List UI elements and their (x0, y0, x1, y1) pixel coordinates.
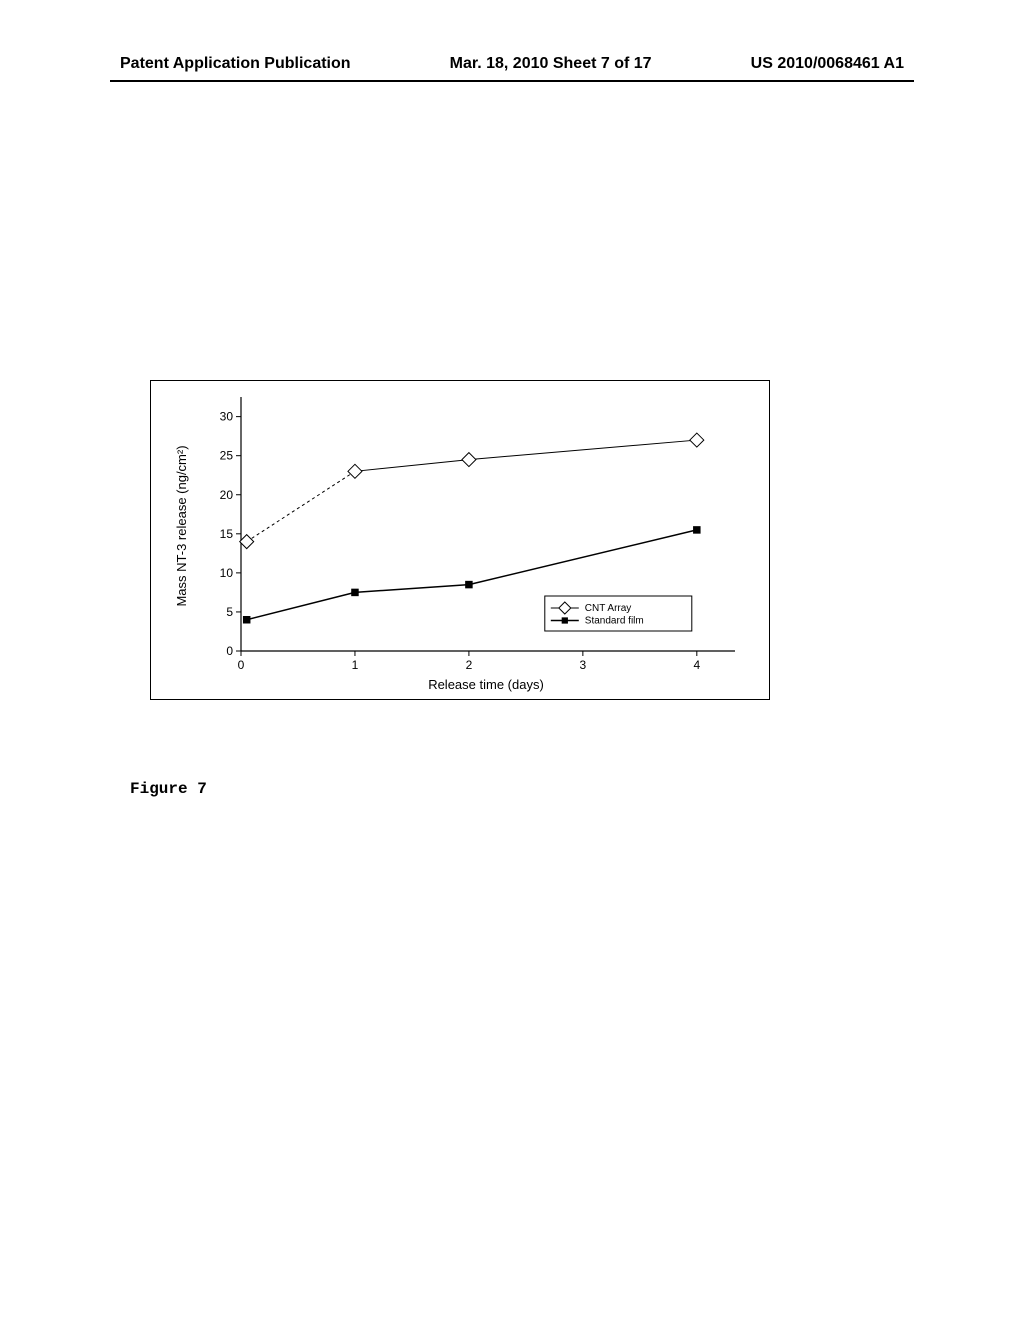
svg-text:25: 25 (220, 449, 234, 463)
svg-text:0: 0 (238, 658, 245, 672)
page-header: Patent Application Publication Mar. 18, … (0, 55, 1024, 73)
svg-text:Mass NT-3 release (ng/cm²): Mass NT-3 release (ng/cm²) (174, 445, 189, 606)
chart-frame: 0 5 10 15 20 25 30 0 1 2 3 4 Release time (days) Mass… (150, 380, 770, 700)
svg-text:30: 30 (220, 410, 234, 424)
svg-text:3: 3 (580, 658, 587, 672)
release-chart: 0 5 10 15 20 25 30 0 1 2 3 4 Release time (days) Mass… (151, 381, 769, 699)
svg-text:Standard film: Standard film (585, 616, 644, 627)
svg-text:15: 15 (220, 527, 234, 541)
header-right: US 2010/0068461 A1 (751, 55, 904, 73)
svg-text:0: 0 (226, 644, 233, 658)
svg-text:5: 5 (226, 605, 233, 619)
header-rule (110, 80, 914, 82)
svg-text:Release time (days): Release time (days) (428, 677, 544, 692)
header-left: Patent Application Publication (120, 55, 351, 73)
svg-text:4: 4 (693, 658, 700, 672)
svg-text:10: 10 (220, 566, 234, 580)
svg-text:CNT Array: CNT Array (585, 603, 632, 614)
svg-text:20: 20 (220, 488, 234, 502)
header-center: Mar. 18, 2010 Sheet 7 of 17 (450, 55, 652, 73)
svg-text:2: 2 (466, 658, 473, 672)
figure-label: Figure 7 (130, 780, 207, 798)
svg-text:1: 1 (352, 658, 359, 672)
